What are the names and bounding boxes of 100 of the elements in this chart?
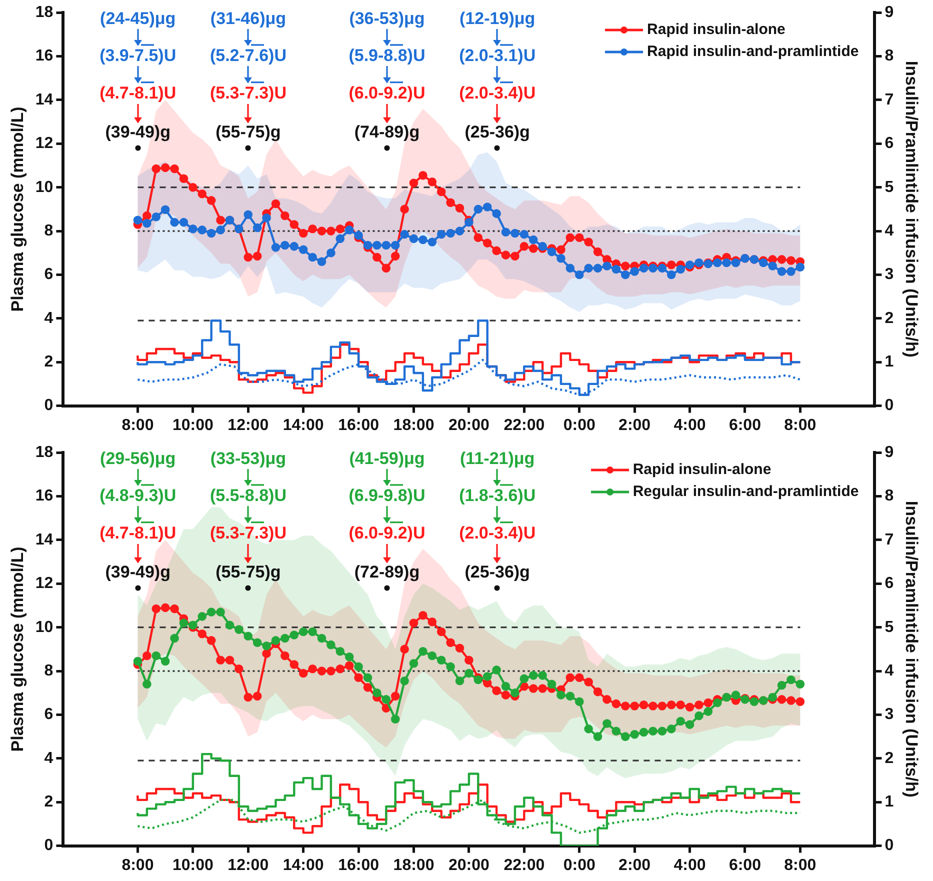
y2-tick-label: 1 [884, 794, 894, 811]
y2-tick-label: 2 [884, 750, 894, 767]
y2-tick-label: 7 [884, 531, 894, 548]
y2-tick-label: 6 [884, 575, 894, 592]
y-tick-label: 18 [35, 444, 54, 462]
x-tick-label: 4:00 [674, 416, 706, 434]
y-tick-label: 8 [44, 222, 54, 240]
y-tick-label: 10 [35, 178, 54, 196]
y2-tick-label: 6 [884, 135, 894, 152]
annotation: (4.7-8.1)U [100, 83, 176, 102]
x-tick-label: 18:00 [393, 856, 434, 874]
annotation: (4.7-8.1)U [100, 523, 176, 542]
legend-label: Rapid insulin-and-pramlintide [647, 42, 859, 62]
x-tick-label: 18:00 [393, 416, 434, 434]
y2-tick-label: 8 [884, 488, 894, 505]
y2-tick-label: 5 [884, 618, 894, 636]
y-tick-label: 16 [35, 48, 54, 65]
annotation: (1.8-3.6)U [459, 486, 536, 505]
x-tick-label: 22:00 [504, 416, 545, 434]
annotation: (29-56)μg [100, 448, 176, 468]
annotation: (6.0-9.2)U [348, 83, 426, 102]
x-tick-label: 4:00 [674, 856, 706, 874]
x-tick-label: 14:00 [282, 856, 324, 874]
x-tick-label: 8:00 [122, 416, 154, 434]
x-tick-label: 20:00 [448, 856, 490, 874]
annotation: (2.0-3.4)U [459, 83, 536, 102]
legend-label: Rapid insulin-alone [647, 20, 786, 40]
annotation: (2.0-3.1)U [459, 46, 536, 65]
annotation: (31-46)μg [210, 8, 286, 28]
y-tick-label: 16 [35, 488, 54, 505]
x-tick-label: 8:00 [784, 856, 816, 874]
y2-tick-label: 8 [884, 48, 894, 65]
annotation: (5.3-7.3)U [210, 83, 286, 102]
x-tick-label: 0:00 [563, 416, 596, 434]
y-tick-label: 4 [44, 750, 54, 767]
x-tick-label: 0:00 [563, 856, 596, 874]
x-tick-label: 2:00 [618, 416, 651, 434]
annotation: (74-89)g [354, 122, 420, 142]
y2-tick-label: 3 [884, 706, 894, 724]
y2-tick-label: 1 [884, 354, 894, 371]
y-tick-label: 0 [44, 397, 54, 414]
y2-tick-label: 4 [884, 662, 894, 680]
annotation: (5.3-7.3)U [210, 523, 286, 542]
y2-tick-label: 0 [884, 397, 894, 414]
annotation: (39-49)g [105, 122, 170, 142]
x-tick-label: 12:00 [228, 416, 269, 434]
y2-tick-label: 9 [884, 4, 894, 22]
y-tick-label: 2 [44, 794, 54, 811]
annotation: (6.9-9.8)U [348, 486, 426, 505]
annotation: (55-75)g [216, 122, 281, 142]
y2-tick-label: 5 [884, 178, 894, 196]
x-tick-label: 8:00 [784, 416, 816, 434]
x-tick-label: 10:00 [172, 416, 214, 434]
y2-axis-title: Insulin/Pramlintide infusion (Units/h) [902, 500, 922, 798]
annotation: (36-53)μg [349, 8, 425, 28]
x-tick-label: 16:00 [338, 856, 380, 874]
x-tick-label: 6:00 [728, 416, 762, 434]
annotation: (5.5-8.8)U [210, 486, 286, 505]
x-tick-label: 14:00 [282, 416, 324, 434]
annotation: (2.0-3.4)U [459, 523, 536, 542]
annotation: (39-49)g [105, 562, 170, 582]
y-tick-label: 8 [44, 662, 54, 680]
annotation: (4.8-9.3)U [100, 486, 176, 505]
annotation: (25-36)g [464, 562, 530, 582]
y2-tick-label: 7 [884, 91, 894, 108]
y-axis-title: Plasma glucose (mmol/L) [8, 546, 27, 752]
y-tick-label: 2 [44, 354, 54, 371]
x-tick-label: 22:00 [504, 856, 545, 874]
x-tick-label: 6:00 [728, 856, 762, 874]
x-tick-label: 20:00 [448, 416, 490, 434]
annotation: (11-21)μg [460, 448, 535, 468]
y-tick-label: 6 [44, 706, 54, 724]
annotation: (72-89)g [354, 562, 420, 582]
x-tick-label: 10:00 [172, 856, 214, 874]
y-tick-label: 10 [35, 618, 54, 636]
annotation: (55-75)g [216, 562, 281, 582]
y-tick-label: 6 [44, 266, 54, 284]
x-tick-label: 2:00 [618, 856, 651, 874]
annotation: (33-53)μg [210, 448, 286, 468]
annotation: (41-59)μg [349, 448, 425, 468]
y-tick-label: 0 [44, 837, 54, 854]
y2-tick-label: 3 [884, 266, 894, 284]
annotation: (5.2-7.6)U [210, 46, 286, 65]
legend-label: Rapid insulin-alone [632, 460, 772, 480]
y-tick-label: 14 [35, 91, 54, 108]
y-tick-label: 14 [35, 531, 54, 548]
y-axis-title: Plasma glucose (mmol/L) [8, 106, 27, 312]
y2-axis-title: Insulin/Pramlintide infusion (Units/h) [902, 60, 922, 358]
annotation: (24-45)μg [100, 8, 176, 28]
y2-tick-label: 2 [884, 310, 894, 327]
y2-tick-label: 0 [884, 837, 894, 854]
annotation: (6.0-9.2)U [348, 523, 426, 542]
y-tick-label: 18 [35, 4, 54, 22]
annotation: (25-36)g [464, 122, 530, 142]
y2-tick-label: 9 [884, 444, 894, 462]
y-tick-label: 12 [35, 135, 54, 152]
x-tick-label: 12:00 [228, 856, 269, 874]
y-tick-label: 4 [44, 310, 54, 327]
annotation: (5.9-8.8)U [348, 46, 426, 65]
y2-tick-label: 4 [884, 222, 894, 240]
